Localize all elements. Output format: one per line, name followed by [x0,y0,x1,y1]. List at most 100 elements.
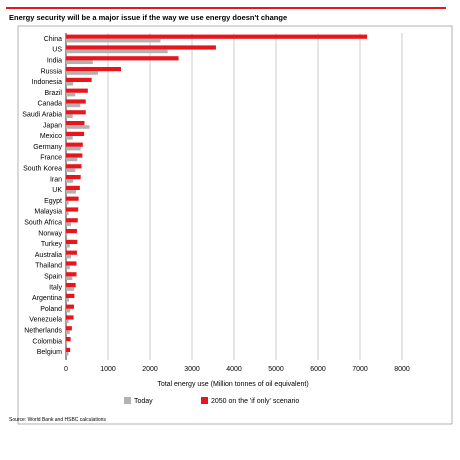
category-label-thailand: Thailand [35,263,62,270]
bar-2050-malaysia [66,207,79,212]
bar-today-south-africa [66,222,72,226]
bar-today-russia [66,71,98,75]
bar-today-norway [66,233,68,237]
category-label-germany: Germany [33,144,62,151]
bar-2050-poland [66,304,74,309]
category-label-india: India [47,58,62,65]
bar-2050-venezuela [66,315,74,320]
x-tick-labels: 0 1000 2000 3000 4000 5000 6000 7000 8000 [64,366,410,373]
bar-today-belgium [66,352,69,356]
x-tick-label: 6000 [310,366,326,373]
bar-2050-turkey [66,239,78,244]
legend: Today 2050 on the 'if only' scenario [124,397,299,405]
category-label-iran: Iran [50,176,62,183]
bar-today-uk [66,190,77,194]
bar-today-argentina [66,298,69,302]
bar-2050-mexico [66,131,85,136]
bar-2050-belgium [66,347,71,352]
category-label-mexico: Mexico [40,133,62,140]
bar-today-malaysia [66,211,69,216]
bar-2050-canada [66,99,86,104]
gridlines [65,33,403,360]
bar-2050-us [66,45,216,50]
category-label-south-korea: South Korea [23,166,62,173]
title-accent-bar [6,7,446,9]
bar-2050-india [66,56,179,61]
bar-2050-spain [66,272,77,277]
bar-2050-uk [66,185,80,190]
bar-2050-argentina [66,293,75,298]
x-tick-label: 4000 [226,366,242,373]
chart-title: Energy security will be a major issue if… [9,13,287,22]
plot-frame [17,25,453,425]
bar-today-mexico [66,136,73,140]
category-label-russia: Russia [41,68,63,75]
category-label-turkey: Turkey [41,241,63,248]
bar-2050-italy [66,283,76,288]
bar-today-canada [66,103,81,108]
bar-2050-australia [66,250,77,255]
bar-2050-china [66,34,368,39]
category-label-venezuela: Venezuela [29,317,62,324]
bar-today-colombia [66,341,68,345]
category-label-spain: Spain [44,274,62,281]
x-tick-label: 5000 [268,366,284,373]
category-label-france: France [40,155,62,162]
bar-2050-france [66,153,83,158]
bar-today-brazil [66,92,76,97]
category-label-canada: Canada [37,101,62,108]
x-tick-label: 0 [64,366,68,373]
category-label-saudi-arabia: Saudi Arabia [22,112,62,119]
bar-today-italy [66,287,74,291]
bar-today-us [66,49,168,54]
bar-2050-brazil [66,88,88,93]
category-label-egypt: Egypt [44,198,62,205]
category-label-argentina: Argentina [32,295,62,302]
category-label-china: China [44,36,62,43]
legend-swatch-2050 [201,397,208,404]
category-label-uk: UK [52,187,62,194]
category-label-netherlands: Netherlands [24,328,62,335]
bar-today-saudi-arabia [66,114,73,118]
bar-today-south-korea [66,168,76,172]
bar-2050-colombia [66,337,71,342]
bar-2050-saudi-arabia [66,110,86,115]
bar-2050-south-africa [66,218,78,223]
category-labels: China US India Russia Indonesia Brazil Canada S… [22,36,62,356]
bar-today-japan [66,125,90,129]
category-label-brazil: Brazil [44,90,62,97]
bar-today-turkey [66,244,70,248]
bar-today-china [66,38,161,43]
bar-today-poland [66,308,71,313]
bar-2050-russia [66,67,122,72]
bar-today-egypt [66,200,69,205]
category-label-poland: Poland [40,306,62,313]
x-tick-label: 1000 [100,366,116,373]
bar-today-venezuela [66,319,69,324]
category-label-indonesia: Indonesia [32,79,62,86]
x-tick-label: 8000 [394,366,410,373]
legend-label-today: Today [134,398,153,405]
bar-2050-thailand [66,261,77,266]
bar-2050-japan [66,121,85,126]
bar-today-indonesia [66,82,74,86]
bar-today-thailand [66,265,70,270]
bar-2050-norway [66,229,77,234]
bar-today-iran [66,179,74,183]
bar-2050-indonesia [66,77,92,82]
source-note: Source: World Bank and HSBC calculations [9,417,106,423]
category-label-us: US [52,47,62,54]
bar-group [66,34,368,356]
x-tick-label: 7000 [352,366,368,373]
bar-today-india [66,60,93,64]
bar-today-france [66,157,78,162]
bar-2050-iran [66,175,81,180]
category-label-malaysia: Malaysia [34,209,62,216]
bar-2050-south-korea [66,164,82,169]
bar-2050-germany [66,142,83,147]
bar-today-netherlands [66,330,70,334]
category-label-japan: Japan [43,122,62,129]
category-label-south-africa: South Africa [24,220,62,227]
x-tick-label: 3000 [184,366,200,373]
